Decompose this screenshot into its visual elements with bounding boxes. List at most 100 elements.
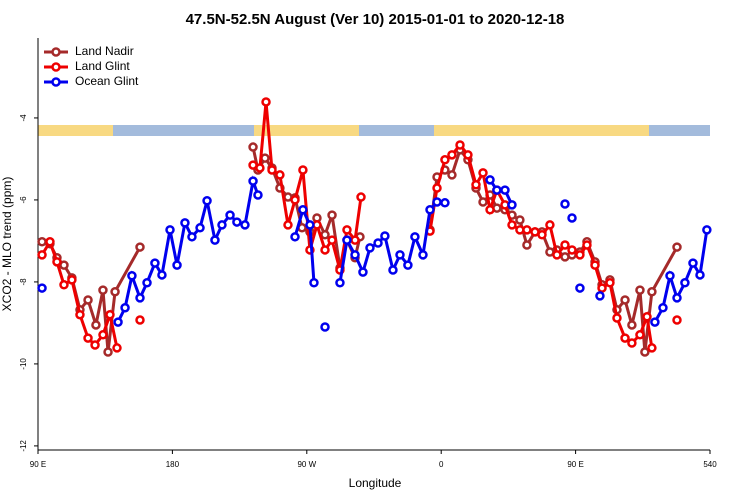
point [320, 230, 330, 240]
point [463, 150, 473, 160]
point [575, 283, 585, 293]
x-tick-label: 0 [439, 460, 444, 469]
x-tick-label: 90 E [30, 460, 46, 469]
point [98, 285, 108, 295]
point [620, 333, 630, 343]
point [545, 220, 555, 230]
point [388, 265, 398, 275]
point [261, 97, 271, 107]
point [290, 195, 300, 205]
point [187, 232, 197, 242]
ocean-band [649, 125, 710, 136]
point [597, 283, 607, 293]
point [37, 283, 47, 293]
y-tick-label: -4 [19, 114, 28, 122]
point [142, 277, 152, 288]
land-band [254, 125, 359, 136]
point [478, 168, 488, 178]
point [37, 236, 47, 247]
point [327, 235, 337, 245]
point [232, 217, 242, 227]
point [650, 317, 660, 327]
point [248, 176, 258, 186]
point [298, 205, 308, 215]
point [635, 330, 645, 340]
point [560, 240, 570, 250]
point [702, 225, 712, 235]
point [595, 291, 605, 301]
point [267, 165, 277, 175]
point [157, 270, 167, 280]
point [432, 183, 442, 193]
y-tick-label: -12 [19, 440, 28, 452]
point [635, 285, 645, 295]
legend-marker [51, 62, 61, 72]
point [112, 343, 122, 353]
point [507, 200, 517, 210]
legend-label: Land Nadir [75, 44, 134, 58]
legend-marker [51, 77, 61, 87]
point [90, 340, 100, 350]
point [680, 277, 690, 288]
point [83, 333, 93, 343]
y-tick-label: -8 [19, 278, 28, 286]
point [342, 235, 352, 245]
point [642, 312, 652, 322]
point [350, 235, 360, 245]
point [356, 192, 366, 202]
point [471, 180, 481, 190]
point [210, 235, 220, 245]
point [647, 343, 657, 353]
point [75, 309, 85, 320]
point [627, 338, 637, 348]
y-tick-label: -10 [19, 358, 28, 370]
point [522, 240, 532, 250]
point [695, 270, 705, 280]
point [575, 250, 585, 260]
point [195, 223, 205, 233]
series-line [293, 205, 316, 283]
point [515, 215, 525, 225]
point [255, 163, 265, 173]
point [217, 220, 227, 230]
ocean-band [113, 125, 254, 136]
point [358, 267, 368, 277]
point [688, 258, 698, 268]
point [335, 277, 345, 288]
point [127, 271, 137, 281]
point [135, 315, 145, 325]
x-tick-label: 180 [166, 460, 180, 469]
point [665, 271, 675, 281]
point [672, 242, 682, 252]
point [83, 295, 93, 305]
point [52, 257, 62, 267]
point [492, 185, 502, 195]
point [320, 322, 330, 332]
point [447, 150, 457, 160]
point [320, 245, 330, 255]
point [432, 197, 442, 207]
land-mask [38, 125, 710, 136]
point [373, 238, 383, 248]
point [440, 155, 450, 165]
point [403, 260, 413, 270]
point [567, 213, 577, 223]
point [120, 302, 130, 313]
x-tick-label: 90 W [297, 460, 316, 469]
point [380, 231, 390, 241]
point [172, 260, 182, 270]
point [309, 277, 319, 288]
point [98, 330, 108, 340]
point [590, 260, 600, 270]
x-tick-label: 540 [703, 460, 717, 469]
point [537, 230, 547, 240]
series [37, 175, 712, 332]
point [647, 287, 657, 297]
point [103, 347, 113, 357]
point [672, 315, 682, 325]
point [150, 258, 160, 268]
point [522, 225, 532, 235]
point [248, 142, 258, 152]
